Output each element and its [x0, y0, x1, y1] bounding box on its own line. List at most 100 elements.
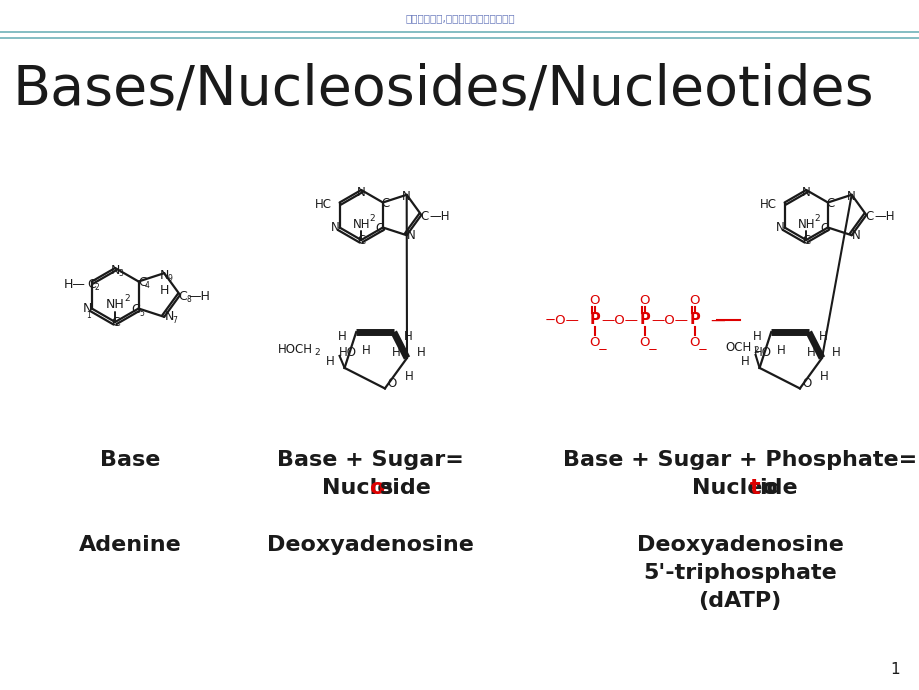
Text: HC: HC [759, 198, 777, 211]
Text: N: N [83, 302, 92, 315]
Text: N: N [110, 264, 119, 277]
Text: side: side [380, 478, 431, 498]
Text: H: H [159, 284, 169, 297]
Text: Nucle: Nucle [322, 478, 391, 498]
Text: HO: HO [754, 346, 771, 359]
Text: N: N [846, 190, 855, 204]
Text: 资料仅供参考,不当之处，请联系改正。: 资料仅供参考,不当之处，请联系改正。 [404, 13, 515, 23]
Text: (dATP): (dATP) [698, 591, 781, 611]
Text: C: C [87, 278, 96, 291]
Text: N: N [159, 268, 169, 282]
Text: 2: 2 [314, 348, 320, 357]
Text: N: N [801, 186, 810, 199]
Text: 5: 5 [139, 308, 143, 317]
Text: C: C [178, 290, 187, 302]
Text: 3: 3 [119, 269, 123, 278]
Text: C: C [110, 315, 119, 328]
Text: t: t [749, 478, 759, 498]
Text: C: C [820, 222, 828, 235]
Text: —: — [709, 313, 724, 328]
Text: 9: 9 [167, 274, 173, 283]
Text: P: P [639, 313, 650, 328]
Text: Deoxyadenosine: Deoxyadenosine [636, 535, 843, 555]
Text: N: N [407, 228, 415, 242]
Text: H: H [806, 346, 814, 359]
Text: OCH: OCH [724, 342, 751, 355]
Text: O: O [589, 335, 599, 348]
Text: 2: 2 [753, 346, 758, 355]
Text: Nucleo: Nucleo [691, 478, 777, 498]
Text: NH: NH [106, 297, 124, 310]
Text: Base + Sugar + Phosphate=: Base + Sugar + Phosphate= [562, 450, 916, 470]
Text: 8: 8 [187, 295, 191, 304]
Text: —H: —H [188, 290, 210, 302]
Text: P: P [689, 313, 699, 328]
Text: C: C [381, 197, 390, 210]
Text: C: C [826, 197, 834, 210]
Text: 4: 4 [145, 282, 150, 290]
Text: —O—: —O— [601, 313, 638, 326]
Text: ide: ide [758, 478, 797, 498]
Text: NH: NH [797, 217, 814, 230]
Text: H—: H— [63, 278, 85, 291]
Text: N: N [331, 221, 340, 234]
Text: H: H [819, 370, 827, 382]
Text: H: H [752, 330, 761, 343]
Text: O: O [689, 293, 699, 306]
Text: HOCH: HOCH [278, 344, 312, 357]
Text: H: H [416, 346, 425, 359]
Text: −: − [698, 344, 707, 357]
Text: −O—: −O— [545, 313, 579, 326]
Text: 2: 2 [813, 214, 819, 223]
Text: 2: 2 [369, 214, 374, 223]
Text: C: C [864, 210, 872, 222]
Text: H: H [337, 330, 346, 343]
Text: −: − [597, 344, 607, 357]
Text: C: C [801, 233, 810, 246]
Text: 1: 1 [890, 662, 899, 678]
Text: N: N [776, 221, 784, 234]
Text: 2: 2 [95, 282, 99, 291]
Text: O: O [689, 335, 699, 348]
Text: Deoxyadenosine: Deoxyadenosine [267, 535, 473, 555]
Text: H: H [776, 344, 785, 357]
Text: O: O [639, 293, 650, 306]
Text: H: H [831, 346, 839, 359]
Text: H: H [361, 344, 370, 357]
Text: H: H [404, 370, 413, 382]
Text: NH: NH [352, 217, 369, 230]
Text: N: N [165, 310, 174, 324]
Text: C: C [357, 233, 365, 246]
Text: C: C [375, 222, 383, 235]
Text: Base + Sugar=: Base + Sugar= [277, 450, 463, 470]
Text: Adenine: Adenine [78, 535, 181, 555]
Text: HO: HO [339, 346, 357, 359]
Text: —H: —H [428, 210, 449, 222]
Text: O: O [639, 335, 650, 348]
Text: C: C [420, 210, 428, 222]
Text: 2: 2 [124, 294, 130, 303]
Text: N: N [357, 186, 365, 199]
Text: —O—: —O— [651, 313, 687, 326]
Text: H: H [741, 355, 749, 368]
Text: O: O [589, 293, 599, 306]
Text: N: N [851, 228, 860, 242]
Text: H: H [391, 346, 400, 359]
Text: N: N [402, 190, 411, 204]
Text: Base: Base [99, 450, 160, 470]
Text: H: H [818, 330, 826, 343]
Text: C: C [131, 303, 140, 316]
Text: −: − [647, 344, 657, 357]
Text: HC: HC [314, 198, 332, 211]
Text: o: o [369, 478, 385, 498]
Text: C: C [138, 276, 147, 289]
Text: 7: 7 [173, 316, 177, 325]
Text: O: O [801, 377, 811, 390]
Text: —H: —H [873, 210, 893, 222]
Text: 1: 1 [86, 310, 91, 319]
Text: 5'-triphosphate: 5'-triphosphate [642, 563, 836, 583]
Text: P: P [589, 313, 600, 328]
Text: Bases/Nucleosides/Nucleotides: Bases/Nucleosides/Nucleotides [12, 63, 873, 117]
Text: O: O [387, 377, 396, 390]
Text: H: H [326, 355, 335, 368]
